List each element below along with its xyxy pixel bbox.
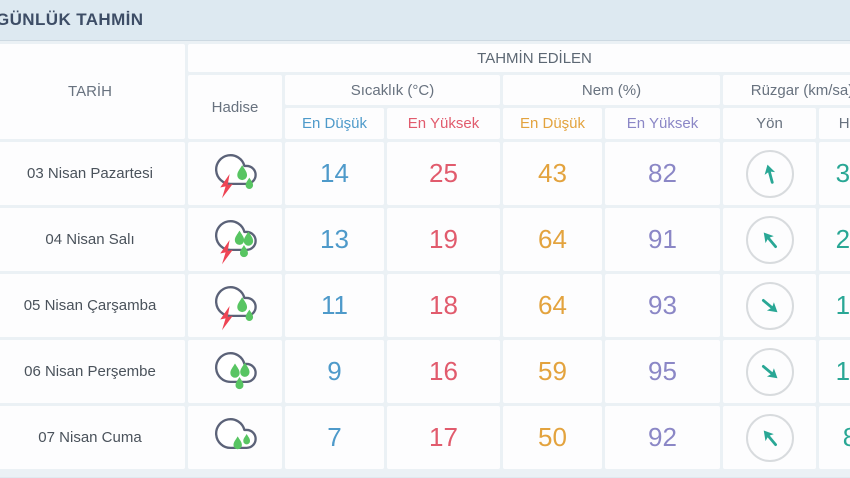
storm-rain-icon <box>215 153 257 198</box>
wind-direction-circle <box>745 215 794 264</box>
weather-event-cell <box>188 208 282 271</box>
humidity-high-cell: 95 <box>605 340 720 403</box>
wind-arrow-icon <box>763 430 777 446</box>
humidity-low-cell: 64 <box>503 208 602 271</box>
wind-speed-cell: 31 <box>819 142 850 205</box>
wind-direction-cell <box>723 406 816 469</box>
wind-direction-cell <box>723 142 816 205</box>
column-header-predicted: TAHMİN EDİLEN <box>188 44 850 72</box>
forecast-row: 05 Nisan Çarşamba <box>0 274 850 337</box>
humidity-low-cell: 59 <box>503 340 602 403</box>
humidity-high-cell: 93 <box>605 274 720 337</box>
wind-speed-cell: 8 <box>819 406 850 469</box>
subheader-humidity-lowest: En Düşük <box>503 108 602 139</box>
section-titlebar: GÜNLÜK TAHMİN <box>0 0 850 40</box>
page-title: GÜNLÜK TAHMİN <box>0 10 144 29</box>
wind-direction-circle <box>745 281 794 330</box>
temp-high-cell: 17 <box>387 406 500 469</box>
temp-low-cell: 7 <box>285 406 384 469</box>
subheader-wind-direction: Yön <box>723 108 816 139</box>
forecast-row: 06 Nisan Perşembe <box>0 340 850 403</box>
wind-direction-circle <box>745 347 794 396</box>
subheader-temp-lowest: En Düşük <box>285 108 384 139</box>
weather-event-cell <box>188 142 282 205</box>
temp-high-cell: 16 <box>387 340 500 403</box>
temp-high-cell: 25 <box>387 142 500 205</box>
wind-direction-circle <box>745 413 794 462</box>
light-rain-icon <box>215 417 257 449</box>
forecast-row: 04 Nisan Salı <box>0 208 850 271</box>
forecast-row: 03 Nisan Pazartesi <box>0 142 850 205</box>
storm-rain-icon <box>215 285 257 330</box>
date-cell: 05 Nisan Çarşamba <box>0 274 185 337</box>
temp-low-cell: 14 <box>285 142 384 205</box>
temp-low-cell: 9 <box>285 340 384 403</box>
humidity-high-cell: 82 <box>605 142 720 205</box>
wind-direction-cell <box>723 208 816 271</box>
wind-speed-cell: 13 <box>819 274 850 337</box>
forecast-table-zone: TARİH TAHMİN EDİLEN Hadise Sıcaklık (°C)… <box>0 40 850 477</box>
date-cell: 04 Nisan Salı <box>0 208 185 271</box>
forecast-row: 07 Nisan Cuma <box>0 406 850 469</box>
heavy-rain-icon <box>215 351 257 389</box>
subheader-temp-highest: En Yüksek <box>387 108 500 139</box>
humidity-high-cell: 92 <box>605 406 720 469</box>
wind-arrow-icon <box>764 164 775 184</box>
wind-arrow-icon <box>761 364 777 378</box>
wind-direction-cell <box>723 340 816 403</box>
column-header-humidity: Nem (%) <box>503 75 720 105</box>
wind-speed-cell: 21 <box>819 208 850 271</box>
humidity-low-cell: 64 <box>503 274 602 337</box>
temp-low-cell: 13 <box>285 208 384 271</box>
temp-low-cell: 11 <box>285 274 384 337</box>
date-cell: 03 Nisan Pazartesi <box>0 142 185 205</box>
subheader-wind-speed: Hız <box>819 108 850 139</box>
weather-event-cell <box>188 340 282 403</box>
wind-speed-cell: 14 <box>819 340 850 403</box>
column-header-wind: Rüzgar (km/sa) <box>723 75 850 105</box>
temp-high-cell: 18 <box>387 274 500 337</box>
humidity-low-cell: 43 <box>503 142 602 205</box>
date-cell: 06 Nisan Perşembe <box>0 340 185 403</box>
wind-arrow-icon <box>761 298 777 312</box>
column-header-event: Hadise <box>188 75 282 139</box>
wind-arrow-icon <box>763 232 777 248</box>
wind-direction-circle <box>745 149 794 198</box>
weather-event-cell <box>188 274 282 337</box>
temp-high-cell: 19 <box>387 208 500 271</box>
column-header-temperature: Sıcaklık (°C) <box>285 75 500 105</box>
date-cell: 07 Nisan Cuma <box>0 406 185 469</box>
forecast-table: TARİH TAHMİN EDİLEN Hadise Sıcaklık (°C)… <box>0 41 850 472</box>
humidity-high-cell: 91 <box>605 208 720 271</box>
humidity-low-cell: 50 <box>503 406 602 469</box>
column-header-date: TARİH <box>0 44 185 139</box>
subheader-humidity-highest: En Yüksek <box>605 108 720 139</box>
storm-heavy-rain-icon <box>215 219 257 264</box>
wind-direction-cell <box>723 274 816 337</box>
weather-event-cell <box>188 406 282 469</box>
